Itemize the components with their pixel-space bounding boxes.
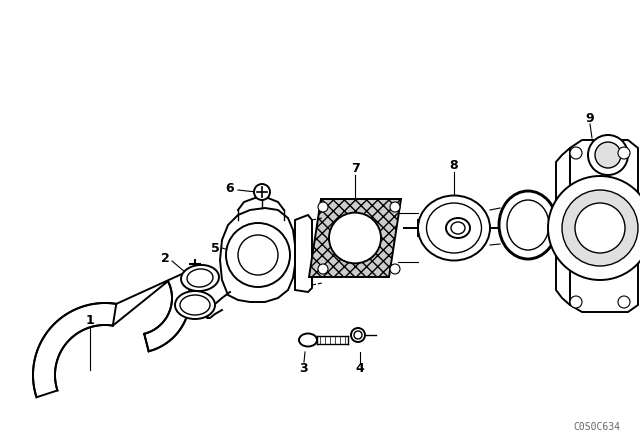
Ellipse shape bbox=[175, 291, 215, 319]
Ellipse shape bbox=[299, 333, 317, 346]
Ellipse shape bbox=[181, 265, 219, 291]
Text: 7: 7 bbox=[351, 161, 360, 175]
Circle shape bbox=[618, 296, 630, 308]
Ellipse shape bbox=[499, 191, 557, 259]
Ellipse shape bbox=[507, 200, 549, 250]
Polygon shape bbox=[33, 273, 190, 397]
Text: 5: 5 bbox=[211, 241, 220, 254]
Polygon shape bbox=[570, 140, 638, 312]
Ellipse shape bbox=[354, 331, 362, 339]
Ellipse shape bbox=[351, 328, 365, 342]
Text: 8: 8 bbox=[450, 159, 458, 172]
Ellipse shape bbox=[426, 203, 481, 253]
Ellipse shape bbox=[187, 269, 213, 287]
Circle shape bbox=[595, 142, 621, 168]
Circle shape bbox=[570, 147, 582, 159]
Ellipse shape bbox=[451, 222, 465, 234]
Circle shape bbox=[562, 190, 638, 266]
Polygon shape bbox=[220, 208, 295, 302]
Circle shape bbox=[390, 264, 400, 274]
Polygon shape bbox=[295, 215, 312, 292]
Text: 2: 2 bbox=[161, 251, 170, 264]
Text: 1: 1 bbox=[86, 314, 94, 327]
Text: 9: 9 bbox=[586, 112, 595, 125]
Circle shape bbox=[548, 176, 640, 280]
Ellipse shape bbox=[180, 295, 210, 315]
Ellipse shape bbox=[418, 195, 490, 260]
Text: 3: 3 bbox=[300, 362, 308, 375]
Text: C0S0C634: C0S0C634 bbox=[573, 422, 620, 432]
Circle shape bbox=[575, 203, 625, 253]
Circle shape bbox=[618, 147, 630, 159]
Polygon shape bbox=[556, 148, 570, 305]
Circle shape bbox=[238, 235, 278, 275]
Circle shape bbox=[390, 202, 400, 212]
Circle shape bbox=[588, 135, 628, 175]
Polygon shape bbox=[309, 199, 401, 277]
Ellipse shape bbox=[329, 213, 381, 263]
Text: 6: 6 bbox=[226, 181, 234, 194]
Circle shape bbox=[570, 296, 582, 308]
Circle shape bbox=[318, 202, 328, 212]
Ellipse shape bbox=[446, 218, 470, 238]
Circle shape bbox=[226, 223, 290, 287]
Text: 4: 4 bbox=[356, 362, 364, 375]
Circle shape bbox=[254, 184, 270, 200]
Circle shape bbox=[318, 264, 328, 274]
